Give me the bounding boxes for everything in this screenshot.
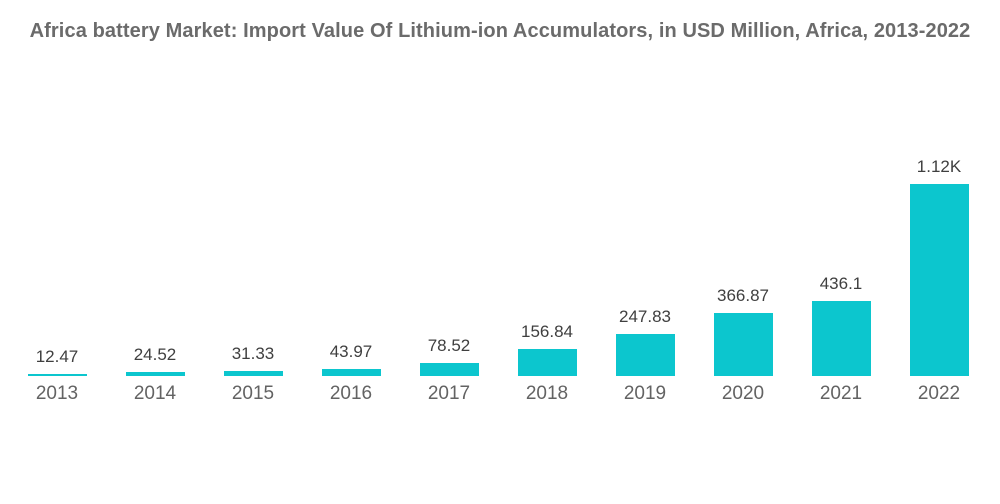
x-axis-label: 2013 [35, 383, 79, 404]
x-axis-label: 2014 [133, 383, 177, 404]
bar-group-2021: 436.1 [792, 274, 890, 376]
x-axis-label: 2016 [329, 383, 373, 404]
bar-value-label: 24.52 [133, 344, 177, 364]
x-axis-label: 2019 [623, 383, 667, 404]
bar-value-label: 247.83 [619, 306, 671, 326]
x-axis-label: 2015 [231, 383, 275, 404]
bar-group-2019: 247.83 [596, 306, 694, 376]
bar [909, 184, 969, 376]
bar-group-2018: 156.84 [498, 322, 596, 376]
bar-value-label: 31.33 [231, 343, 275, 363]
bar-value-label: 1.12K [916, 157, 962, 176]
x-axis-label: 2021 [819, 383, 863, 404]
bar-group-2013: 12.47 [8, 347, 106, 376]
chart-title: Africa battery Market: Import Value Of L… [29, 20, 971, 42]
bar-group-2015: 31.33 [204, 344, 302, 376]
bar-value-label: 366.87 [717, 286, 769, 306]
bar-group-2020: 366.87 [694, 286, 792, 376]
bar-group-2014: 24.52 [106, 345, 204, 376]
x-axis-label: 2020 [721, 383, 765, 404]
bar [419, 362, 479, 376]
x-axis-label: 2017 [427, 383, 471, 404]
bar-value-label: 78.52 [427, 335, 471, 355]
bar [615, 333, 675, 376]
x-axis-label: 2018 [525, 383, 569, 404]
bar-group-2017: 78.52 [400, 335, 498, 376]
x-axis-label: 2022 [917, 383, 961, 404]
bar-group-2016: 43.97 [302, 341, 400, 376]
bars-area: 12.47 24.52 31.33 43.97 78.52 156.84 247.83 366… [8, 157, 988, 376]
x-axis-row: 2013 2014 2015 2016 2017 2018 2019 2020 2021 2022 [8, 383, 988, 405]
bar [321, 368, 381, 376]
bar [713, 313, 773, 376]
bar-value-label: 436.1 [819, 274, 863, 294]
bar-value-label: 12.47 [35, 346, 79, 366]
bar-value-label: 156.84 [521, 322, 573, 342]
bar [517, 349, 577, 376]
bar [27, 373, 87, 376]
bar-value-label: 43.97 [329, 341, 373, 361]
bar [223, 370, 283, 376]
bar-group-2022: 1.12K [890, 157, 988, 376]
bar [811, 301, 871, 376]
bar [125, 371, 185, 376]
